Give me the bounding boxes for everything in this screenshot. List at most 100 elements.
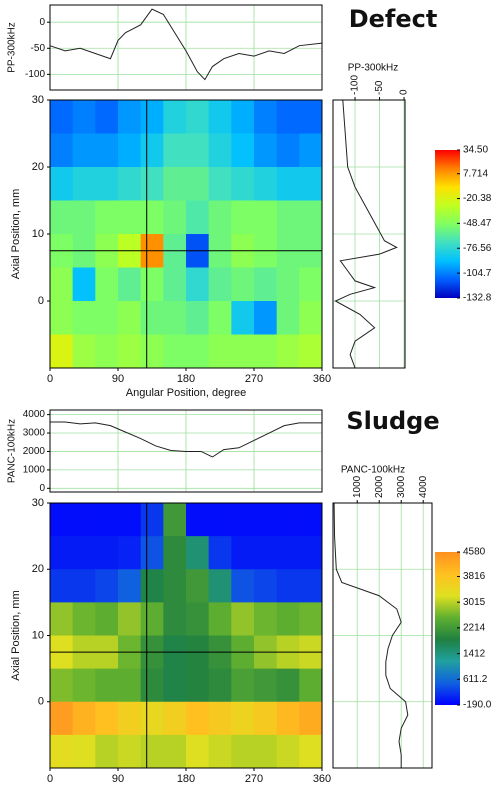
heat-cell xyxy=(208,267,232,302)
heat-cell xyxy=(299,301,323,335)
heat-cell xyxy=(299,503,323,537)
heat-cell xyxy=(208,503,232,537)
heat-cell xyxy=(254,133,278,168)
value-tick-label: -50 xyxy=(374,80,385,95)
colorbar-label: 611.2 xyxy=(463,674,488,685)
heat-cell xyxy=(140,100,164,134)
heat-cell xyxy=(95,200,119,235)
heat-cell xyxy=(299,569,323,603)
heat-cell xyxy=(95,668,119,703)
panel-title: Sludge xyxy=(346,407,439,435)
heat-cell xyxy=(50,334,74,369)
heat-cell xyxy=(163,200,187,235)
heat-cell xyxy=(118,100,142,134)
heat-cell xyxy=(50,602,74,636)
value-tick-label: 0 xyxy=(399,89,410,95)
heat-cell xyxy=(254,701,278,736)
profile-line xyxy=(333,502,409,768)
heat-cell xyxy=(276,602,300,636)
heat-cell xyxy=(299,536,323,570)
heat-cell xyxy=(140,267,164,302)
y-tick-label: 20 xyxy=(32,563,44,575)
heat-cell xyxy=(72,167,96,201)
heat-cell xyxy=(50,301,74,335)
heat-cell xyxy=(163,133,187,168)
heat-cell xyxy=(72,536,96,570)
x-tick-label: 180 xyxy=(177,373,195,385)
heat-cell xyxy=(140,301,164,335)
heat-cell xyxy=(276,503,300,537)
heat-cell xyxy=(276,536,300,570)
heat-cell xyxy=(186,668,210,703)
heat-cell xyxy=(140,602,164,636)
heat-cell xyxy=(95,536,119,570)
heat-cell xyxy=(72,334,96,369)
heat-cell xyxy=(254,267,278,302)
heat-cell xyxy=(208,569,232,603)
heat-cell xyxy=(208,734,232,769)
heat-cell xyxy=(208,536,232,570)
colorbar-label: -76.56 xyxy=(463,243,492,254)
heat-cell xyxy=(50,503,74,537)
heat-cell xyxy=(186,734,210,769)
y-tick-label: 2000 xyxy=(23,446,46,457)
heat-cell xyxy=(254,602,278,636)
heat-cell xyxy=(95,133,119,168)
heat-cell xyxy=(231,133,255,168)
heat-cell xyxy=(163,301,187,335)
heat-cell xyxy=(118,200,142,235)
plot-frame xyxy=(49,4,323,91)
heat-cell xyxy=(254,536,278,570)
heat-cell xyxy=(163,701,187,736)
heat-cell xyxy=(118,334,142,369)
heat-cell xyxy=(299,668,323,703)
heat-cell xyxy=(254,734,278,769)
heat-cell xyxy=(118,133,142,168)
heat-cell xyxy=(299,334,323,369)
heat-cell xyxy=(163,334,187,369)
heat-cell xyxy=(208,602,232,636)
heat-cell xyxy=(95,167,119,201)
heat-cell xyxy=(163,100,187,134)
heat-cell xyxy=(72,100,96,134)
heat-cell xyxy=(254,334,278,369)
x-tick-label: 270 xyxy=(245,773,263,785)
heat-cell xyxy=(163,503,187,537)
heat-cell xyxy=(276,100,300,134)
heat-cell xyxy=(50,267,74,302)
heat-cell xyxy=(50,734,74,769)
heat-cell xyxy=(163,602,187,636)
heat-cell xyxy=(118,536,142,570)
heat-cell xyxy=(276,701,300,736)
profile-title: PP-300kHz xyxy=(348,63,399,74)
colorbar-label: 3816 xyxy=(463,571,486,582)
heat-cell xyxy=(50,200,74,235)
heat-cell xyxy=(231,167,255,201)
profile-line xyxy=(334,99,398,369)
plot-frame xyxy=(332,99,406,369)
heat-cell xyxy=(163,536,187,570)
heat-cell xyxy=(140,569,164,603)
heat-cell xyxy=(95,569,119,603)
heat-cell xyxy=(95,267,119,302)
heat-cell xyxy=(72,701,96,736)
heat-cell xyxy=(231,536,255,570)
heat-cell xyxy=(95,100,119,134)
heat-cell xyxy=(140,536,164,570)
heat-cell xyxy=(231,267,255,302)
colorbar-label: -132.8 xyxy=(463,293,492,304)
profile-line xyxy=(50,421,322,458)
heat-cell xyxy=(72,200,96,235)
y-tick-label: -100 xyxy=(25,69,45,80)
heat-cell xyxy=(254,167,278,201)
colorbar-label: 4580 xyxy=(463,547,486,558)
heat-cell xyxy=(276,668,300,703)
heat-cell xyxy=(118,301,142,335)
heat-cell xyxy=(163,668,187,703)
heat-cell xyxy=(140,133,164,168)
heat-cell xyxy=(186,200,210,235)
heat-cell xyxy=(231,734,255,769)
heat-cell xyxy=(95,602,119,636)
heat-cell xyxy=(208,133,232,168)
